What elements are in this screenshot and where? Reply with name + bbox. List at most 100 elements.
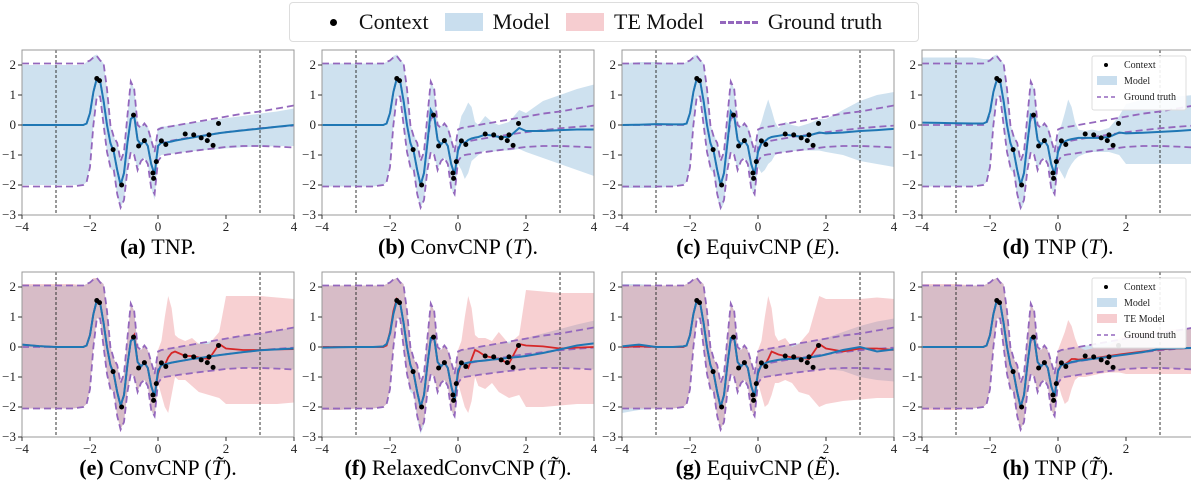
model-band: [922, 54, 1191, 211]
ground-truth-lower: [22, 317, 294, 433]
context-point: [153, 381, 159, 387]
y-tick-label: −2: [902, 399, 916, 414]
y-tick-label: 1: [610, 309, 617, 324]
caption-group-symbol: T̃: [211, 455, 224, 480]
caption-letter: (c): [676, 234, 707, 259]
x-tick-label: 4: [591, 219, 598, 234]
caption-group-symbol: T̃: [546, 455, 559, 480]
context-point: [791, 354, 797, 360]
legend-label: Context: [358, 9, 429, 34]
y-tick-label: −3: [602, 429, 616, 444]
context-point: [1082, 353, 1088, 359]
subplot-f: −4 −2 0 2 4 2 1 0 −1 −2 −3: [302, 271, 598, 456]
subplot-legend-label: Ground truth: [1124, 92, 1176, 103]
context-point: [1098, 357, 1104, 363]
plot-area: [22, 50, 294, 215]
context-point: [758, 138, 764, 144]
context-point: [153, 159, 159, 165]
subplot-legend-label: Context: [1124, 282, 1156, 293]
y-tick-label: 2: [10, 279, 17, 294]
ground-truth-lower: [622, 317, 894, 433]
caption-group-symbol: T: [1088, 234, 1101, 259]
model-mean-line: [22, 76, 294, 186]
y-tick-label: 0: [310, 117, 317, 132]
caption-tail: ).: [827, 455, 841, 480]
band-swatch-icon: [1097, 76, 1117, 85]
context-point: [431, 112, 437, 118]
y-tick-label: −2: [302, 177, 316, 192]
y-tick-label: 2: [910, 57, 917, 72]
x-tick-label: 4: [591, 441, 598, 456]
caption-model-name: RelaxedConvCNP (: [371, 455, 547, 480]
x-tick-label: 2: [223, 441, 230, 456]
context-point: [158, 360, 164, 366]
context-point: [719, 182, 725, 188]
caption-letter: (h): [1002, 455, 1035, 480]
y-tick-label: −1: [2, 369, 16, 384]
y-tick-label: −3: [302, 429, 316, 444]
x-tick-label: −4: [615, 219, 629, 234]
context-point: [1106, 132, 1112, 138]
context-point: [450, 170, 456, 176]
context-point: [731, 334, 737, 340]
y-tick-label: −1: [902, 147, 916, 162]
context-point: [719, 404, 725, 410]
subplot-caption: (f) RelaxedConvCNP (T̃).: [308, 455, 608, 481]
legend-model: Model: [444, 9, 550, 35]
plot-area: [22, 272, 294, 437]
context-point: [436, 365, 442, 371]
context-point: [697, 78, 703, 84]
y-tick-label: 2: [310, 279, 317, 294]
caption-tail: ).: [558, 455, 572, 480]
context-point: [163, 364, 169, 369]
context-point: [1091, 354, 1097, 360]
y-tick-label: −3: [902, 207, 916, 222]
model-band: [22, 54, 294, 208]
subplot-legend-label: Ground truth: [1124, 330, 1176, 341]
context-point: [97, 78, 103, 84]
x-tick-label: −2: [683, 219, 697, 234]
context-point: [516, 121, 522, 126]
context-point: [131, 112, 137, 118]
context-point: [763, 142, 769, 147]
context-point: [431, 334, 437, 340]
context-point: [751, 397, 757, 403]
y-tick-label: −2: [2, 177, 16, 192]
subplot-legend: [1091, 277, 1187, 349]
x-tick-label: −4: [915, 441, 929, 456]
x-tick-label: 2: [523, 219, 530, 234]
context-point: [151, 175, 157, 181]
te-band-swatch-icon: [566, 13, 605, 31]
context-point: [482, 131, 488, 137]
subplot-caption: (e) ConvCNP (T̃).: [8, 455, 308, 481]
subplot-legend-label: Context: [1124, 60, 1156, 71]
ground-truth-lower: [22, 95, 294, 211]
model-mean-line: [22, 298, 294, 410]
x-tick-label: 0: [455, 441, 462, 456]
y-tick-label: −3: [2, 207, 16, 222]
y-tick-label: −2: [2, 399, 16, 414]
caption-group-symbol: Ẽ: [814, 455, 828, 480]
band-swatch-icon: [1097, 314, 1117, 323]
legend-label: TE Model: [614, 9, 704, 34]
context-point: [1091, 132, 1097, 138]
context-point: [1106, 354, 1112, 360]
context-point: [150, 392, 156, 398]
subplot-caption: (d) TNP (T).: [908, 234, 1191, 260]
context-point: [798, 357, 804, 363]
legend-label: Ground truth: [767, 9, 883, 34]
caption-model-name: TNP (: [1034, 455, 1089, 480]
context-point: [453, 381, 459, 387]
caption-model-name: ConvCNP (: [109, 455, 212, 480]
y-tick-label: −3: [2, 429, 16, 444]
context-point: [163, 142, 169, 147]
context-point: [1082, 131, 1088, 137]
y-tick-label: −1: [602, 147, 616, 162]
y-tick-label: −1: [902, 369, 916, 384]
x-tick-label: −2: [383, 441, 397, 456]
x-tick-label: 0: [455, 219, 462, 234]
caption-group-symbol: T̃: [1088, 455, 1101, 480]
context-point: [816, 121, 822, 126]
